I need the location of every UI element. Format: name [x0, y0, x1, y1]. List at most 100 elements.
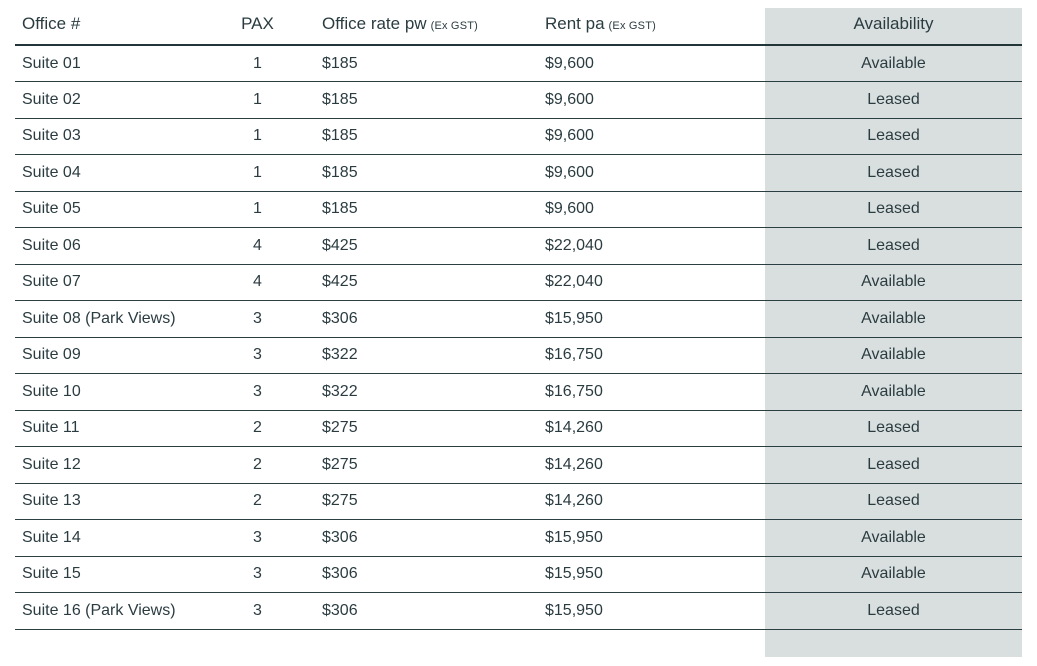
rent-cell: $9,600	[538, 191, 765, 228]
office-cell: Suite 15	[15, 556, 230, 593]
rate-cell: $275	[285, 446, 538, 484]
pax-cell: 3	[230, 592, 285, 630]
table-row: Suite 03 1 $185 $9,600 Leased	[15, 118, 1022, 155]
table-row: Suite 02 1 $185 $9,600 Leased	[15, 81, 1022, 119]
pax-cell: 4	[230, 227, 285, 265]
table-row: Suite 11 2 $275 $14,260 Leased	[15, 410, 1022, 447]
table-row: Suite 01 1 $185 $9,600 Available	[15, 45, 1022, 82]
rent-cell: $9,600	[538, 154, 765, 192]
pax-cell: 3	[230, 519, 285, 557]
rate-cell: $275	[285, 410, 538, 447]
rate-cell: $185	[285, 81, 538, 119]
pax-cell: 1	[230, 81, 285, 119]
availability-cell: Leased	[765, 227, 1022, 265]
rent-cell: $22,040	[538, 264, 765, 301]
office-cell: Suite 13	[15, 483, 230, 520]
office-cell: Suite 12	[15, 446, 230, 484]
availability-cell: Leased	[765, 410, 1022, 447]
rate-cell: $185	[285, 118, 538, 155]
office-rates-table: Office # PAX Office rate pw (Ex GST) Rent…	[15, 0, 1022, 630]
header-availability: Availability	[765, 0, 1022, 46]
availability-cell: Available	[765, 264, 1022, 301]
header-rent-label: Rent pa	[545, 14, 605, 33]
header-row: Office # PAX Office rate pw (Ex GST) Rent…	[15, 0, 1022, 46]
rate-cell: $185	[285, 154, 538, 192]
header-office-rate: Office rate pw (Ex GST)	[285, 0, 538, 46]
pax-cell: 3	[230, 300, 285, 338]
pax-cell: 1	[230, 154, 285, 192]
table-row: Suite 08 (Park Views) 3 $306 $15,950 Ava…	[15, 300, 1022, 338]
rate-cell: $322	[285, 373, 538, 411]
pax-cell: 2	[230, 446, 285, 484]
office-cell: Suite 08 (Park Views)	[15, 300, 230, 338]
availability-cell: Leased	[765, 154, 1022, 192]
table-row: Suite 14 3 $306 $15,950 Available	[15, 519, 1022, 557]
rent-cell: $16,750	[538, 373, 765, 411]
pax-cell: 1	[230, 45, 285, 82]
table-row: Suite 15 3 $306 $15,950 Available	[15, 556, 1022, 593]
rate-cell: $306	[285, 519, 538, 557]
table-row: Suite 04 1 $185 $9,600 Leased	[15, 154, 1022, 192]
header-office-label: Office #	[22, 14, 81, 33]
table-row: Suite 07 4 $425 $22,040 Available	[15, 264, 1022, 301]
availability-cell: Leased	[765, 446, 1022, 484]
header-rent: Rent pa (Ex GST)	[538, 0, 765, 46]
header-availability-label: Availability	[853, 14, 934, 33]
office-cell: Suite 01	[15, 45, 230, 82]
rent-cell: $15,950	[538, 592, 765, 630]
rent-cell: $14,260	[538, 483, 765, 520]
pax-cell: 1	[230, 191, 285, 228]
availability-cell: Leased	[765, 483, 1022, 520]
rent-cell: $9,600	[538, 45, 765, 82]
table-row: Suite 06 4 $425 $22,040 Leased	[15, 227, 1022, 265]
header-office: Office #	[15, 0, 230, 46]
rate-cell: $425	[285, 264, 538, 301]
header-pax-label: PAX	[241, 14, 274, 33]
availability-cell: Leased	[765, 592, 1022, 630]
rent-cell: $15,950	[538, 519, 765, 557]
rent-cell: $15,950	[538, 556, 765, 593]
rate-cell: $185	[285, 45, 538, 82]
pax-cell: 1	[230, 118, 285, 155]
header-rent-sublabel: (Ex GST)	[608, 20, 656, 32]
pax-cell: 3	[230, 373, 285, 411]
rate-cell: $322	[285, 337, 538, 374]
pax-cell: 3	[230, 337, 285, 374]
office-cell: Suite 11	[15, 410, 230, 447]
table-row: Suite 10 3 $322 $16,750 Available	[15, 373, 1022, 411]
availability-cell: Available	[765, 373, 1022, 411]
rate-cell: $306	[285, 592, 538, 630]
table-row: Suite 05 1 $185 $9,600 Leased	[15, 191, 1022, 228]
rate-cell: $306	[285, 300, 538, 338]
pax-cell: 2	[230, 410, 285, 447]
pax-cell: 3	[230, 556, 285, 593]
availability-cell: Available	[765, 300, 1022, 338]
availability-cell: Available	[765, 556, 1022, 593]
rent-cell: $9,600	[538, 81, 765, 119]
office-cell: Suite 07	[15, 264, 230, 301]
rate-cell: $425	[285, 227, 538, 265]
header-office-rate-sublabel: (Ex GST)	[430, 20, 479, 32]
header-office-rate-label: Office rate pw	[322, 14, 427, 33]
table-row: Suite 12 2 $275 $14,260 Leased	[15, 446, 1022, 484]
rate-cell: $275	[285, 483, 538, 520]
rent-cell: $14,260	[538, 446, 765, 484]
office-cell: Suite 05	[15, 191, 230, 228]
rent-cell: $15,950	[538, 300, 765, 338]
availability-cell: Leased	[765, 81, 1022, 119]
header-pax: PAX	[230, 0, 285, 46]
table-row: Suite 16 (Park Views) 3 $306 $15,950 Lea…	[15, 592, 1022, 630]
table-row: Suite 09 3 $322 $16,750 Available	[15, 337, 1022, 374]
office-cell: Suite 04	[15, 154, 230, 192]
office-cell: Suite 14	[15, 519, 230, 557]
pax-cell: 4	[230, 264, 285, 301]
availability-cell: Available	[765, 45, 1022, 82]
pax-cell: 2	[230, 483, 285, 520]
office-cell: Suite 02	[15, 81, 230, 119]
office-cell: Suite 06	[15, 227, 230, 265]
rent-cell: $16,750	[538, 337, 765, 374]
office-cell: Suite 16 (Park Views)	[15, 592, 230, 630]
table-row: Suite 13 2 $275 $14,260 Leased	[15, 483, 1022, 520]
availability-cell: Available	[765, 337, 1022, 374]
